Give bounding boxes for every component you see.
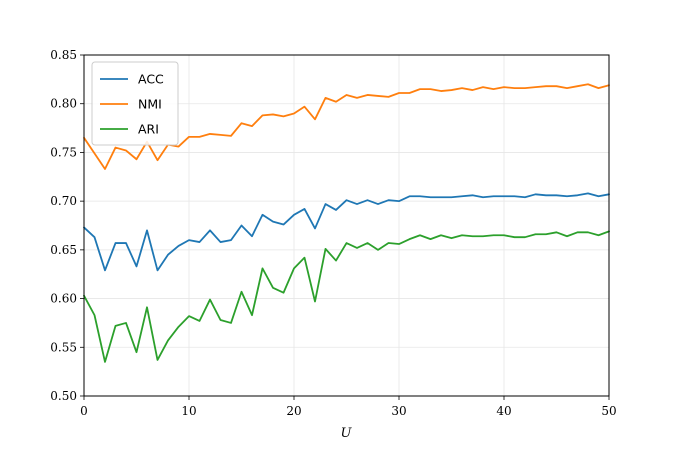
legend-label-acc: ACC [138,72,164,87]
legend-label-ari: ARI [138,122,159,137]
y-tick-label: 0.65 [50,243,77,257]
legend-box [91,61,179,146]
x-axis-label: U [341,426,353,441]
y-tick-label: 0.75 [50,145,77,159]
series-line-acc [83,192,610,272]
plot-frame [83,54,610,397]
y-tick-label: 0.60 [50,292,77,306]
x-tick-label: 20 [286,404,301,418]
y-tick-label: 0.85 [50,48,77,62]
ticks: 0 10 20 30 40 50 0.50 0.55 0.60 0.65 0.70 0.75 0.80 0… [50,48,616,418]
series-line-ari [83,230,610,363]
x-tick-label: 0 [80,404,88,418]
y-tick-label: 0.55 [50,340,77,354]
x-tick-label: 30 [391,404,406,418]
legend: ACC NMI ARI [91,61,179,146]
y-tick-label: 0.50 [50,389,77,403]
x-tick-label: 10 [181,404,196,418]
y-tick-label: 0.80 [50,97,77,111]
legend-label-nmi: NMI [138,97,162,112]
x-tick-label: 50 [601,404,616,418]
x-tick-label: 40 [496,404,511,418]
y-tick-label: 0.70 [50,194,77,208]
